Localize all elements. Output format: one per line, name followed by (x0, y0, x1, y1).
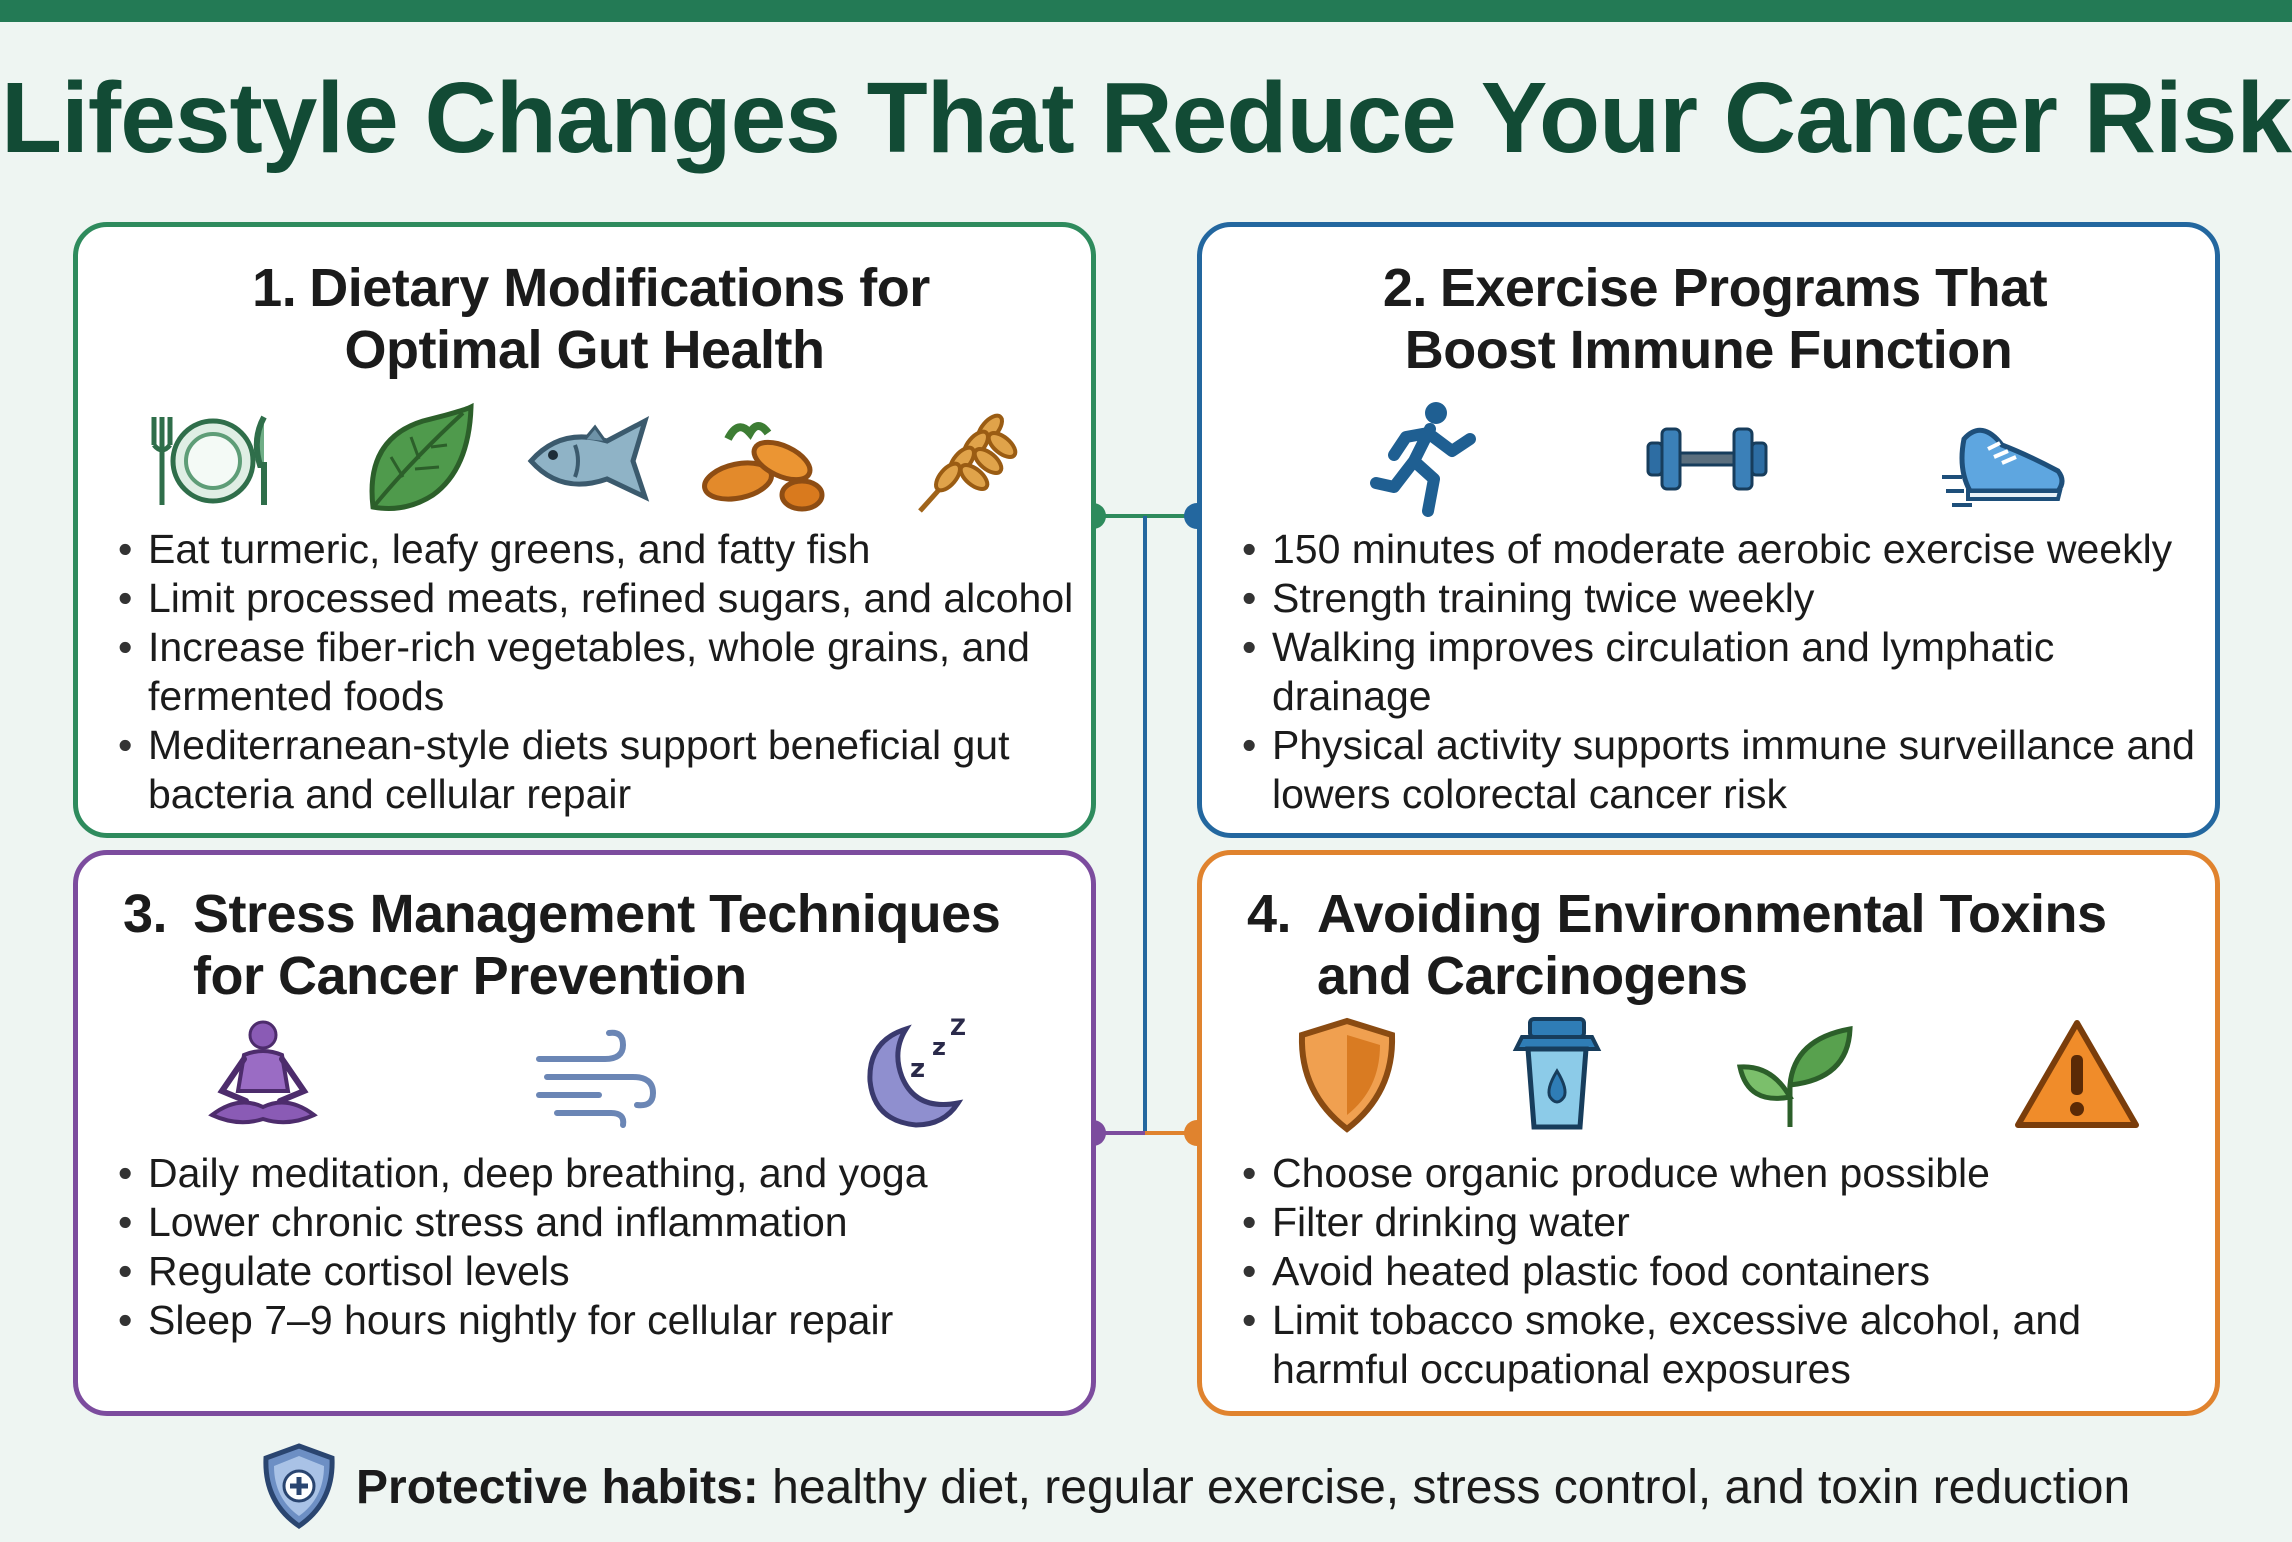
warning-triangle-icon (2012, 1015, 2142, 1135)
list-item: Limit processed meats, refined sugars, a… (118, 574, 1078, 623)
card-title: 3. Stress Management Techniques for Cance… (123, 884, 1001, 1006)
svg-text:z: z (932, 1033, 946, 1061)
list-item: Regulate cortisol levels (118, 1247, 1078, 1296)
water-filter-icon (1492, 1015, 1622, 1135)
list-item: Mediterranean-style diets support benefi… (118, 721, 1078, 819)
fish-icon (523, 399, 653, 519)
moon-sleep-icon: z z Z (848, 1015, 978, 1135)
leaf-icon (353, 399, 483, 519)
list-item: Avoid heated plastic food containers (1242, 1247, 2202, 1296)
list-item: Choose organic produce when possible (1242, 1149, 2202, 1198)
list-item: Increase fiber-rich vegetables, whole gr… (118, 623, 1078, 721)
card-title: 4. Avoiding Environmental Toxins and Carc… (1247, 884, 2107, 1006)
footer-summary: Protective habits: healthy diet, regular… (356, 1460, 2130, 1516)
list-item: Strength training twice weekly (1242, 574, 2202, 623)
shield-plus-icon (263, 1443, 335, 1530)
card-icons (1322, 399, 2102, 519)
card-title: 2. Exercise Programs That Boost Immune Fu… (1382, 258, 2048, 380)
bullet-list: Daily meditation, deep breathing, and yo… (118, 1149, 1078, 1345)
runner-icon (1362, 399, 1492, 519)
list-item: Physical activity supports immune survei… (1242, 721, 2202, 819)
footer-text: healthy diet, regular exercise, stress c… (758, 1461, 2131, 1514)
list-item: Sleep 7–9 hours nightly for cellular rep… (118, 1296, 1078, 1345)
bullet-list: 150 minutes of moderate aerobic exercise… (1242, 525, 2202, 819)
list-item: Limit tobacco smoke, excessive alcohol, … (1242, 1296, 2202, 1394)
card-diet: 1. Dietary Modifications for Optimal Gut … (73, 222, 1096, 838)
card-title: 1. Dietary Modifications for Optimal Gut … (252, 258, 930, 380)
list-item: Eat turmeric, leafy greens, and fatty fi… (118, 525, 1078, 574)
plate-fork-knife-icon (148, 399, 278, 519)
svg-text:z: z (910, 1054, 925, 1084)
page-title: Lifestyle Changes That Reduce Your Cance… (1, 62, 2292, 174)
dumbbell-icon (1642, 399, 1772, 519)
list-item: Daily meditation, deep breathing, and yo… (118, 1149, 1078, 1198)
wheat-icon (898, 399, 1028, 519)
list-item: Walking improves circulation and lymphat… (1242, 623, 2202, 721)
list-item: 150 minutes of moderate aerobic exercise… (1242, 525, 2202, 574)
svg-text:Z: Z (950, 1016, 966, 1041)
sprout-leaves-icon (1732, 1015, 1862, 1135)
meditation-icon (198, 1015, 328, 1135)
wind-breath-icon (533, 1015, 663, 1135)
sneaker-icon (1942, 399, 2072, 519)
list-item: Filter drinking water (1242, 1198, 2202, 1247)
turmeric-root-icon (698, 399, 828, 519)
card-icons (1282, 1015, 2162, 1135)
card-toxins: 4. Avoiding Environmental Toxins and Carc… (1197, 850, 2220, 1416)
footer-label: Protective habits: (356, 1461, 759, 1514)
bullet-list: Eat turmeric, leafy greens, and fatty fi… (118, 525, 1078, 819)
card-stress: 3. Stress Management Techniques for Cance… (73, 850, 1096, 1416)
footer: Protective habits: healthy diet, regular… (260, 1442, 2130, 1532)
bullet-list: Choose organic produce when possible Fil… (1242, 1149, 2202, 1394)
shield-icon (1282, 1015, 1412, 1135)
header-bar (0, 0, 2292, 22)
card-icons (148, 399, 1028, 519)
card-icons: z z Z (198, 1015, 1018, 1135)
list-item: Lower chronic stress and inflammation (118, 1198, 1078, 1247)
card-exercise: 2. Exercise Programs That Boost Immune Fu… (1197, 222, 2220, 838)
